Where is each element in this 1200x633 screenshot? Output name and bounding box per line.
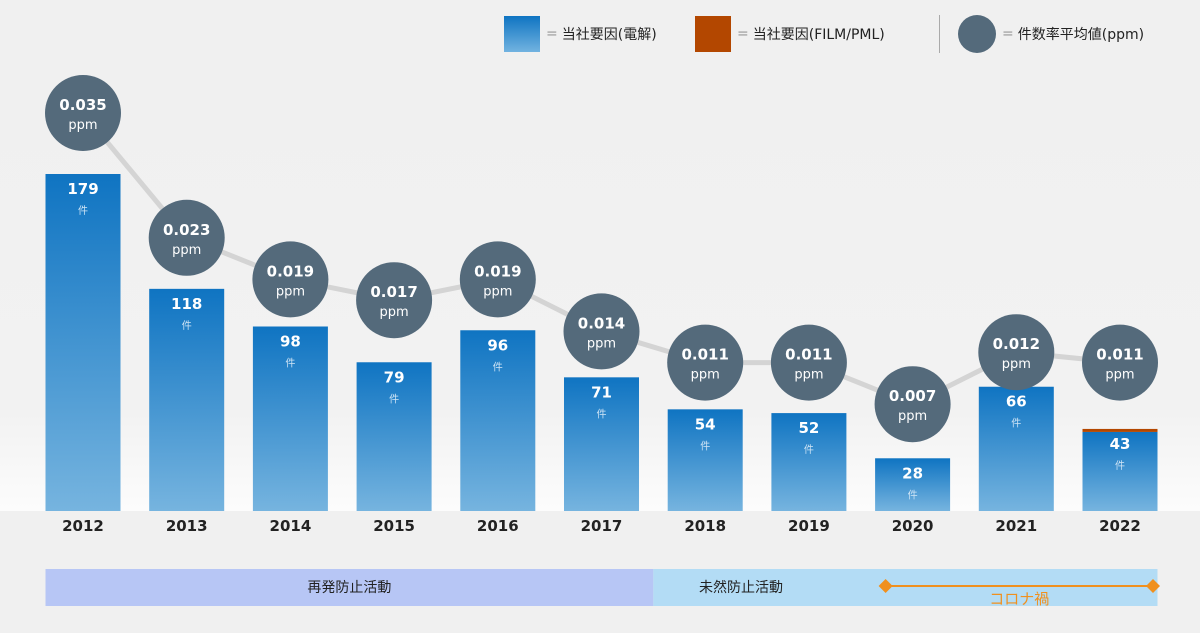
period-band bbox=[653, 569, 1158, 606]
equals-sign: = bbox=[546, 26, 558, 42]
bar-value-label: 71 bbox=[591, 383, 612, 401]
ppm-unit-label: ppm bbox=[691, 368, 720, 383]
legend-swatch-circle bbox=[958, 15, 996, 53]
ppm-point-2020 bbox=[874, 366, 951, 443]
legend-label: 当社要因(電解) bbox=[561, 27, 657, 43]
x-tick-label: 2018 bbox=[684, 517, 726, 535]
ppm-value-label: 0.012 bbox=[993, 335, 1040, 353]
ppm-point-2016 bbox=[459, 241, 536, 318]
ppm-unit-label: ppm bbox=[1002, 357, 1031, 372]
bar-value-label: 54 bbox=[695, 415, 716, 433]
x-tick-label: 2017 bbox=[581, 517, 623, 535]
period-label: 再発防止活動 bbox=[307, 580, 391, 596]
x-tick-label: 2014 bbox=[270, 517, 312, 535]
x-tick-label: 2021 bbox=[995, 517, 1037, 535]
ppm-value-label: 0.011 bbox=[785, 346, 832, 364]
bar-unit-label: 件 bbox=[493, 361, 503, 373]
ppm-point-2013 bbox=[148, 199, 225, 276]
ppm-unit-label: ppm bbox=[172, 243, 201, 258]
ppm-value-label: 0.011 bbox=[681, 346, 728, 364]
x-tick-label: 2013 bbox=[166, 517, 208, 535]
bar-value-label: 118 bbox=[171, 295, 202, 313]
bar-electrolytic-2017 bbox=[564, 377, 639, 511]
ppm-point-2019 bbox=[770, 324, 847, 401]
legend-label: 当社要因(FILM/PML) bbox=[752, 27, 885, 43]
bar-unit-label: 件 bbox=[1115, 460, 1125, 472]
bar-electrolytic-2013 bbox=[149, 288, 225, 511]
x-tick-label: 2015 bbox=[373, 517, 415, 535]
bar-electrolytic-2019 bbox=[771, 413, 847, 511]
ppm-unit-label: ppm bbox=[68, 118, 97, 133]
bar-unit-label: 件 bbox=[78, 205, 88, 217]
ppm-point-2015 bbox=[356, 262, 433, 339]
bar-electrolytic-2014 bbox=[252, 326, 328, 511]
legend-item-electrolytic: = 当社要因(電解) bbox=[504, 16, 657, 52]
ppm-unit-label: ppm bbox=[898, 409, 927, 424]
bar-electrolytic-2022 bbox=[1082, 431, 1158, 511]
legend-swatch-blue bbox=[504, 16, 540, 52]
equals-sign: = bbox=[737, 26, 749, 42]
bar-electrolytic-2020 bbox=[875, 458, 951, 511]
bar-unit-label: 件 bbox=[285, 357, 295, 369]
bar-unit-label: 件 bbox=[1011, 418, 1021, 430]
bar-electrolytic-2012 bbox=[45, 174, 121, 511]
ppm-value-label: 0.019 bbox=[267, 262, 314, 280]
ppm-point-2018 bbox=[667, 324, 744, 401]
ppm-value-label: 0.007 bbox=[889, 387, 936, 405]
ppm-unit-label: ppm bbox=[587, 336, 616, 351]
x-tick-label: 2019 bbox=[788, 517, 830, 535]
legend-item-ppm: = 件数率平均値(ppm) bbox=[958, 15, 1145, 53]
x-tick-label: 2016 bbox=[477, 517, 519, 535]
bar-electrolytic-2015 bbox=[356, 362, 432, 511]
ppm-point-2021 bbox=[978, 314, 1055, 391]
bar-value-label: 52 bbox=[798, 419, 819, 437]
corona-label: コロナ禍 bbox=[989, 590, 1049, 608]
bar-value-label: 98 bbox=[280, 332, 301, 350]
bar-value-label: 179 bbox=[67, 180, 98, 198]
equals-sign: = bbox=[1002, 26, 1014, 42]
ppm-point-2012 bbox=[45, 75, 121, 151]
x-tick-label: 2020 bbox=[892, 517, 934, 535]
ppm-value-label: 0.011 bbox=[1096, 346, 1143, 364]
ppm-point-2022 bbox=[1082, 324, 1158, 401]
bar-value-label: 66 bbox=[1006, 393, 1027, 411]
x-tick-label: 2012 bbox=[62, 517, 104, 535]
bar-unit-label: 件 bbox=[700, 440, 710, 452]
bar-electrolytic-2018 bbox=[667, 409, 743, 511]
ppm-value-label: 0.023 bbox=[163, 221, 210, 239]
bar-value-label: 79 bbox=[384, 368, 405, 386]
ppm-value-label: 0.035 bbox=[59, 96, 106, 114]
ppm-unit-label: ppm bbox=[1105, 368, 1134, 383]
x-tick-label: 2022 bbox=[1099, 517, 1141, 535]
ppm-unit-label: ppm bbox=[276, 284, 305, 299]
corona-diamond-marker bbox=[1146, 579, 1160, 593]
ppm-value-label: 0.019 bbox=[474, 262, 521, 280]
ppm-value-label: 0.014 bbox=[578, 314, 625, 332]
bar-unit-label: 件 bbox=[389, 393, 399, 405]
bar-unit-label: 件 bbox=[804, 444, 814, 456]
bar-film-pml-2022 bbox=[1082, 428, 1158, 432]
bar-value-label: 28 bbox=[902, 464, 923, 482]
ppm-unit-label: ppm bbox=[794, 368, 823, 383]
period-label: 未然防止活動 bbox=[699, 579, 783, 596]
ppm-point-2014 bbox=[252, 241, 329, 318]
ppm-point-2017 bbox=[563, 293, 640, 370]
bar-unit-label: 件 bbox=[908, 489, 918, 501]
legend-swatch-orange bbox=[695, 16, 731, 52]
legend-divider bbox=[939, 15, 940, 53]
period-band bbox=[45, 569, 654, 606]
bar-unit-label: 件 bbox=[597, 408, 607, 420]
bar-value-label: 96 bbox=[487, 336, 508, 354]
corona-diamond-marker bbox=[878, 579, 893, 593]
ppm-unit-label: ppm bbox=[483, 284, 512, 299]
bar-unit-label: 件 bbox=[182, 320, 192, 332]
legend-item-film-pml: = 当社要因(FILM/PML) bbox=[695, 16, 885, 52]
bar-electrolytic-2016 bbox=[460, 330, 536, 511]
ppm-value-label: 0.017 bbox=[370, 283, 417, 301]
ppm-unit-label: ppm bbox=[380, 305, 409, 320]
bar-electrolytic-2021 bbox=[978, 386, 1054, 511]
legend-label: 件数率平均値(ppm) bbox=[1017, 27, 1145, 43]
bar-value-label: 43 bbox=[1110, 435, 1131, 453]
